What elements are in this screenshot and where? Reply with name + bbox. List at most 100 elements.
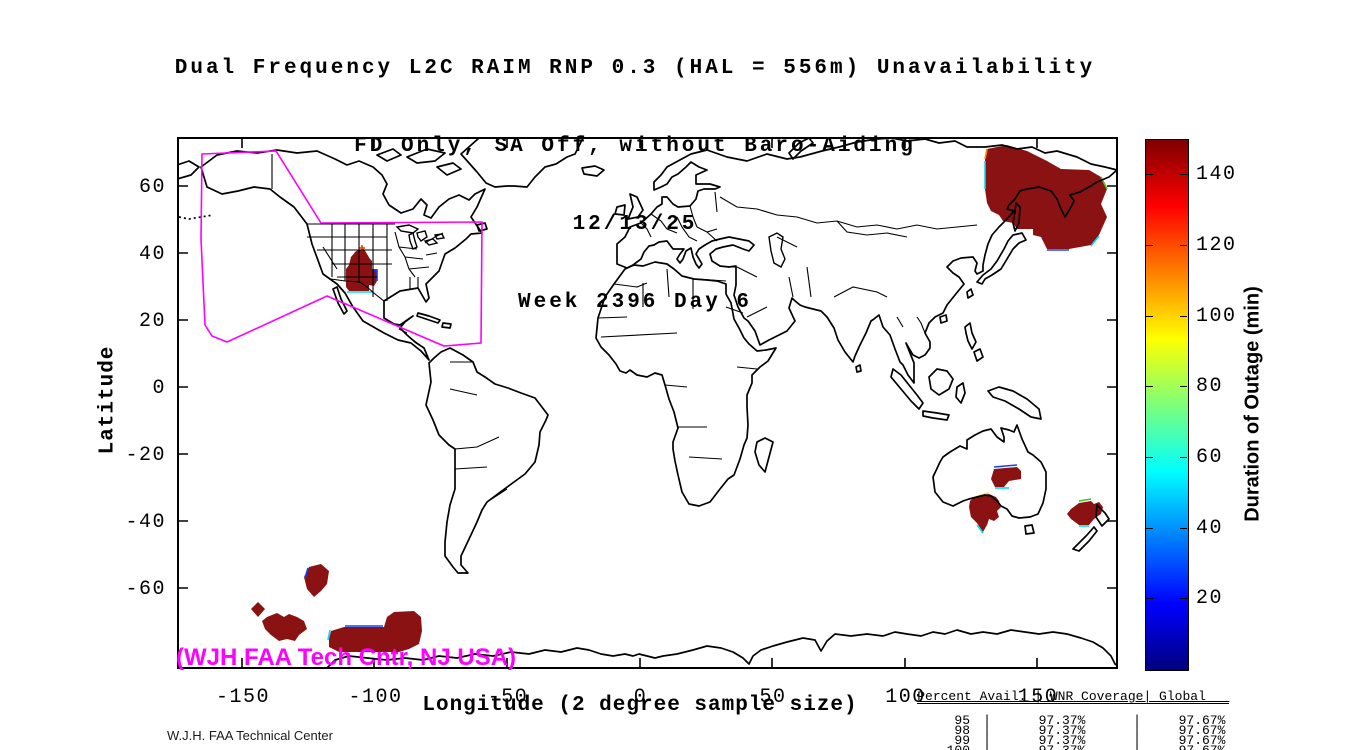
coast-hainan [939,314,948,324]
stats-cell: | [1120,744,1154,750]
outage-australia-north [991,467,1021,487]
x-tick-label: -100 [348,686,403,709]
x-axis-label: Longitude (2 degree sample size) [422,694,858,717]
lake-michigan [408,231,418,250]
coast-chukotka-left [177,160,200,180]
stats-cell: 97.37% [1038,723,1086,738]
x-tick-label: -50 [487,686,529,709]
stats-table-row: 98 | 97.37% | 97.67% [886,723,1250,738]
coast-aleutians [178,214,214,220]
coast-new-guinea [987,386,1042,420]
coast-baja [332,286,348,315]
stats-cell: 97.67% [1154,744,1250,750]
stats-table-header: Percent Avail. | WNR Coverage| Global___ [917,689,1230,704]
colorbar-tick-label: 80 [1196,375,1224,399]
wnr-coverage-outline [200,150,483,347]
stats-cell: | [983,733,991,748]
y-tick-label: -20 [125,444,166,467]
outage-australia-south [969,494,1001,532]
outage-ne-asia [985,145,1107,249]
colorbar-tick-mark [1146,315,1153,317]
lake-superior [395,224,420,234]
colorbar-tick-label: 100 [1196,304,1237,328]
y-tick-label: 40 [138,243,166,266]
coast-madagascar [754,437,774,473]
y-tick-label: 60 [138,176,166,199]
borders-africa [597,268,758,460]
outage-patches [251,145,1107,652]
colorbar-tick-label: 140 [1196,163,1237,187]
stats-cell: 100 [886,744,970,750]
outage-spacific-4 [329,611,422,652]
stats-cell: 95 [954,713,970,728]
colorbar-tick-mark [1180,457,1187,458]
coast-philippines [964,322,984,362]
borders-asia [719,196,978,334]
coast-sumatra [890,368,924,410]
facility-annotation: (WJH FAA Tech Cntr, NJ USA) [176,644,517,671]
coast-australia [932,424,1047,519]
coast-hispaniola [441,322,452,329]
stats-cell: | [1133,723,1141,738]
plot-title: Dual Frequency L2C RAIM RNP 0.3 (HAL = 5… [0,4,1270,368]
colorbar-tick-label: 120 [1196,234,1237,257]
political-borders [271,154,978,503]
title-line-1: Dual Frequency L2C RAIM RNP 0.3 (HAL = 5… [174,57,1096,80]
colorbar-tick-label: 40 [1196,516,1224,540]
lakes [395,224,786,268]
border-us-canada [307,223,444,244]
coast-greenland [460,137,584,188]
stats-cell: 97.67% [1178,733,1226,748]
caspian-sea [768,232,786,268]
colorbar-tick-mark [1180,315,1187,317]
borders-central-america [398,328,418,344]
coast-south-america [425,347,549,574]
title-line-4: Week 2396 Day 6 [517,291,753,314]
coast-eurasia [616,137,1118,384]
stats-cell: 99 [954,733,970,748]
credit-line-1: W.J.H. FAA Technical Center [167,728,333,743]
outage-spacific-2 [251,602,265,617]
x-tick-label: 100 [885,686,926,709]
stats-cell: | [1133,713,1141,728]
x-tick-label: -150 [215,686,270,709]
credit-block: W.J.H. FAA Technical Center WAAS Test Te… [167,686,333,750]
coast-borneo [928,368,954,396]
colorbar-tick-mark [1180,527,1187,529]
x-tick-label: 50 [759,686,787,709]
coast-cuba [416,312,441,324]
colorbar-tick-mark [1180,174,1187,176]
title-line-3: 12/13/25 [572,213,698,236]
colorbar-tick-mark [1146,527,1153,529]
world-map-plot [177,137,1118,669]
coast-java [922,410,950,421]
colorbar-tick-mark [1146,386,1153,388]
coast-taiwan [966,288,974,299]
colorbar-tick-mark [1180,386,1187,388]
us-state-lines [307,224,438,301]
stats-table-row: 95 | 97.37% | 97.67% [886,713,1250,728]
coast-sakhalin [1012,202,1021,232]
x-tick-label: 0 [633,686,648,709]
colorbar-tick-mark [1180,598,1187,600]
outage-us-southwest [346,249,377,291]
y-tick-label: 20 [138,310,166,333]
colorbar [1145,139,1189,671]
availability-stats-table: Percent Avail. | WNR Coverage| Global___… [886,682,1250,750]
coast-ireland [614,204,626,216]
coast-uk [627,193,644,220]
stats-table-row: 100|97.37%|97.67% [886,744,1250,750]
lake-huron [416,230,428,242]
outage-spacific-1 [304,564,329,597]
stats-cell: 97.37% [1004,744,1120,750]
colorbar-tick-mark [1146,457,1153,458]
y-tick-label: -40 [125,511,166,534]
stats-cell: 97.37% [1038,713,1086,728]
outage-tasman-sea [1067,501,1103,525]
stats-cell: 97.37% [1038,733,1086,748]
coast-north-america [200,149,486,361]
coast-sulawesi [955,382,966,404]
colorbar-label: Duration of Outage (min) [1241,286,1264,522]
y-tick-label: -60 [125,578,166,601]
